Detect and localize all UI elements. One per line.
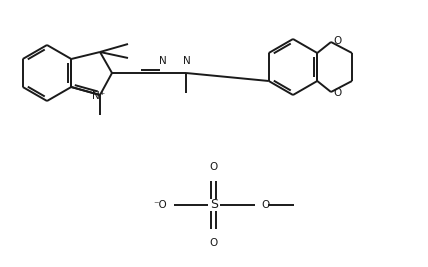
Text: O: O: [261, 200, 269, 210]
Text: ⁻O: ⁻O: [153, 200, 167, 210]
Text: O: O: [333, 88, 341, 98]
Text: S: S: [210, 198, 218, 211]
Text: N: N: [183, 56, 191, 66]
Text: N: N: [159, 56, 167, 66]
Text: O: O: [210, 238, 218, 248]
Text: O: O: [333, 36, 341, 46]
Text: N⁺: N⁺: [92, 91, 106, 101]
Text: O: O: [210, 162, 218, 172]
